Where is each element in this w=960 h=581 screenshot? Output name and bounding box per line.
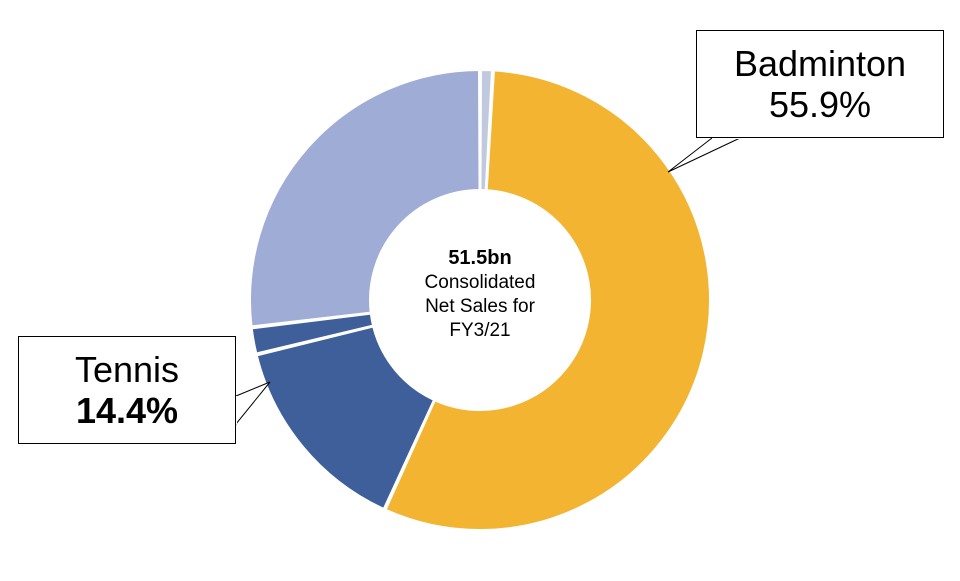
callout-tennis: Tennis 14.4% — [18, 336, 236, 444]
donut-center-label: 51.5bn Consolidated Net Sales for FY3/21 — [390, 246, 570, 342]
center-line3: Net Sales for — [390, 295, 570, 319]
chart-stage: 51.5bn Consolidated Net Sales for FY3/21… — [0, 0, 960, 581]
callout-tennis-title: Tennis — [75, 349, 179, 390]
callout-tennis-value: 14.4% — [76, 390, 178, 431]
center-value: 51.5bn — [390, 246, 570, 271]
center-line2: Consolidated — [390, 271, 570, 295]
callout-badminton-value: 55.9% — [769, 84, 871, 125]
callout-badminton-title: Badminton — [734, 43, 906, 84]
center-line4: FY3/21 — [390, 319, 570, 343]
callout-badminton: Badminton 55.9% — [696, 30, 944, 138]
